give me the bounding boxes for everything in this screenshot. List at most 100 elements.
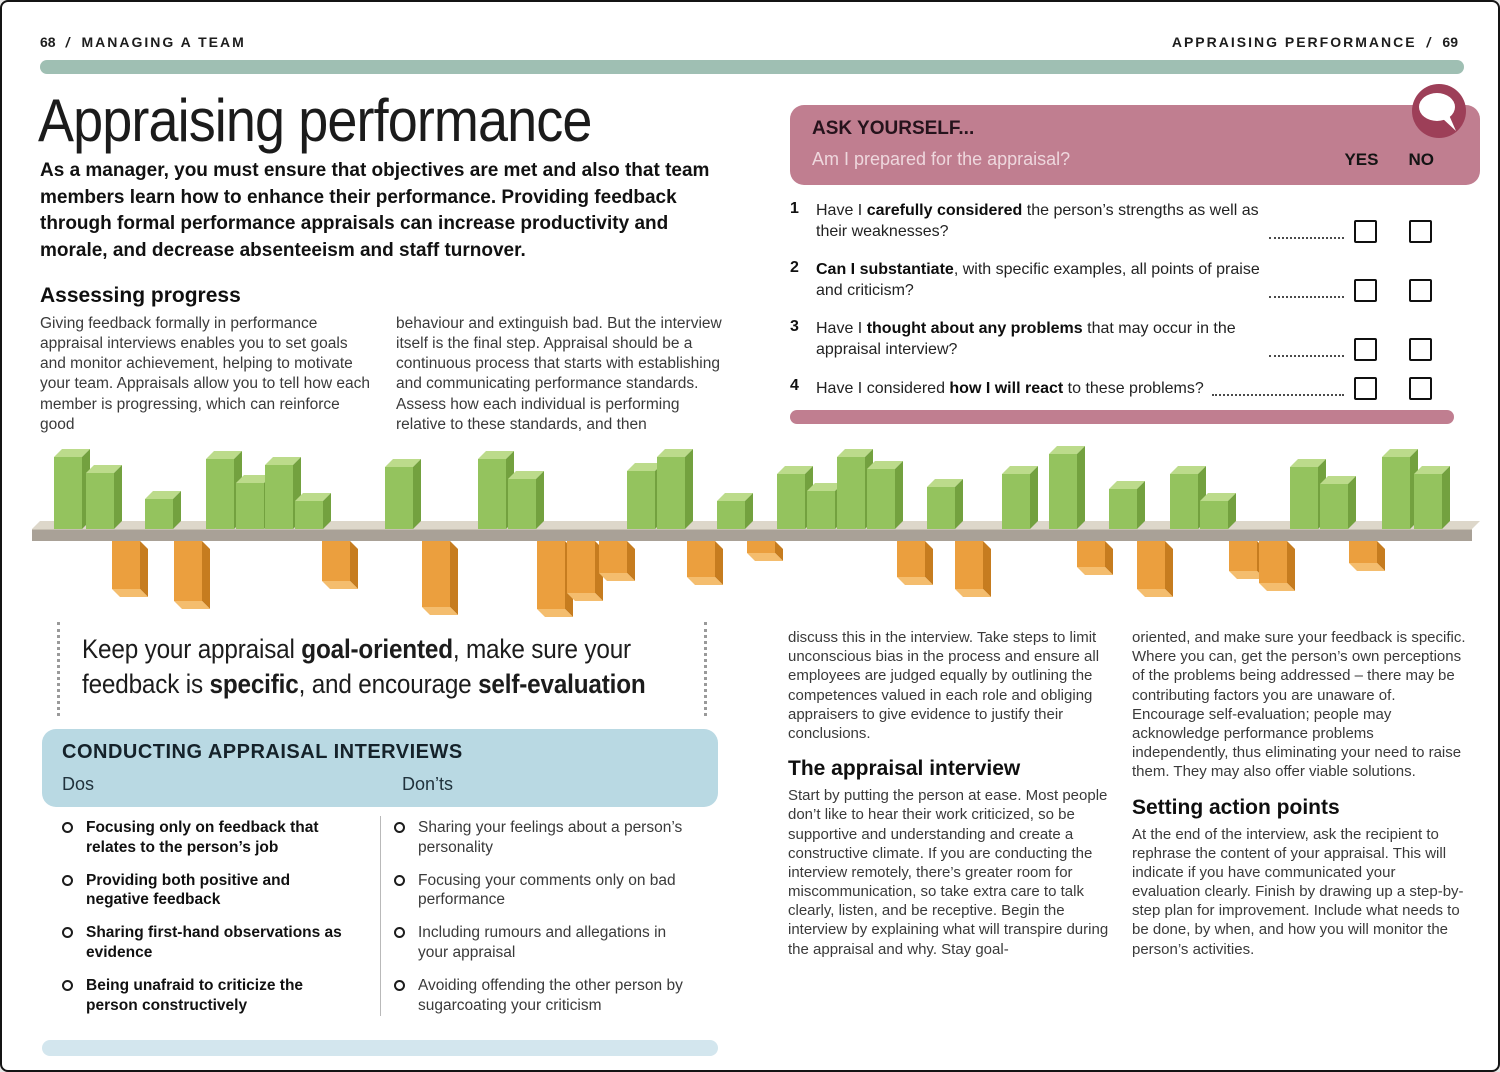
circle-bullet-icon bbox=[394, 822, 405, 833]
question-number: 4 bbox=[790, 376, 799, 394]
bar-up bbox=[1170, 466, 1206, 529]
bar-up bbox=[265, 457, 301, 529]
bar-down bbox=[174, 541, 210, 609]
dos-list: Focusing only on feedback that relates t… bbox=[42, 818, 380, 1029]
ask-yourself-subtitle: Am I prepared for the appraisal? bbox=[812, 149, 1071, 169]
assessing-heading: Assessing progress bbox=[40, 284, 241, 307]
bar-up bbox=[1290, 459, 1326, 529]
bar-down bbox=[1229, 541, 1265, 579]
list-item: Being unafraid to criticize the person c… bbox=[62, 976, 380, 1016]
bar-up bbox=[236, 475, 272, 529]
no-checkbox[interactable] bbox=[1409, 278, 1432, 302]
yes-checkbox[interactable] bbox=[1354, 219, 1377, 243]
text-column-4: oriented, and make sure your feedback is… bbox=[1132, 628, 1466, 967]
slash-separator: / bbox=[1426, 34, 1433, 50]
list-item-text: Sharing first-hand observations as evide… bbox=[86, 924, 342, 962]
bar-down bbox=[687, 541, 723, 585]
page-number-left: 68 bbox=[40, 34, 56, 50]
conducting-box: CONDUCTING APPRAISAL INTERVIEWS Dos Don’… bbox=[42, 729, 718, 807]
list-item-text: Focusing your comments only on bad perfo… bbox=[418, 871, 676, 909]
column4-paragraph-1: oriented, and make sure your feedback is… bbox=[1132, 629, 1466, 781]
circle-bullet-icon bbox=[62, 927, 73, 939]
list-item: Avoiding offending the other person by s… bbox=[394, 976, 718, 1016]
bar-up bbox=[627, 463, 663, 529]
chapter-title: MANAGING A TEAM bbox=[81, 34, 246, 50]
question-row: 4 Have I considered how I will react to t… bbox=[790, 376, 1470, 400]
page-number-right: 69 bbox=[1442, 34, 1458, 50]
list-item-text: Avoiding offending the other person by s… bbox=[418, 976, 683, 1014]
ask-yourself-title: ASK YOURSELF... bbox=[812, 118, 975, 139]
assessing-col1: Giving feedback formally in performance … bbox=[40, 315, 370, 433]
no-column-label: NO bbox=[1408, 150, 1435, 169]
list-item: Focusing your comments only on bad perfo… bbox=[394, 871, 718, 911]
no-checkbox[interactable] bbox=[1409, 376, 1432, 400]
yes-checkbox[interactable] bbox=[1354, 278, 1377, 302]
checkbox-group bbox=[1354, 278, 1470, 302]
yes-checkbox[interactable] bbox=[1354, 337, 1377, 361]
bar-up bbox=[508, 471, 544, 529]
bar-down bbox=[955, 541, 991, 597]
header-left: 68 / MANAGING A TEAM bbox=[40, 34, 246, 50]
assessing-progress-section: Assessing progress Giving feedback forma… bbox=[40, 284, 756, 435]
list-item: Focusing only on feedback that relates t… bbox=[62, 818, 380, 858]
question-number: 2 bbox=[790, 258, 799, 276]
dotted-leader bbox=[1269, 236, 1344, 239]
blue-rule bbox=[42, 1040, 718, 1056]
circle-bullet-icon bbox=[394, 927, 405, 939]
list-item-text: Providing both positive and negative fee… bbox=[86, 871, 291, 909]
dotted-leader bbox=[1269, 295, 1344, 298]
yes-checkbox[interactable] bbox=[1354, 376, 1377, 400]
question-text: Have I carefully considered the person’s… bbox=[816, 202, 1259, 241]
question-text: Have I considered how I will react to th… bbox=[816, 380, 1204, 398]
list-item: Providing both positive and negative fee… bbox=[62, 871, 380, 911]
checkbox-group bbox=[1354, 219, 1470, 243]
bar-up bbox=[295, 493, 331, 529]
bar-up bbox=[807, 483, 843, 529]
bar-up bbox=[86, 465, 122, 529]
pink-rule bbox=[790, 410, 1454, 424]
column-divider bbox=[380, 816, 381, 1016]
bar-down bbox=[112, 541, 148, 597]
appraisal-interview-heading: The appraisal interview bbox=[788, 757, 1021, 781]
ask-yourself-questions: 1 Have I carefully considered the person’… bbox=[790, 200, 1470, 416]
dotted-leader bbox=[1269, 354, 1344, 357]
circle-bullet-icon bbox=[394, 874, 405, 886]
bar-up bbox=[1109, 481, 1145, 529]
ask-yourself-box: ASK YOURSELF... Am I prepared for the ap… bbox=[790, 105, 1480, 185]
no-checkbox[interactable] bbox=[1409, 219, 1432, 243]
checkbox-group bbox=[1354, 337, 1470, 361]
assessing-col2: behaviour and extinguish bad. But the in… bbox=[396, 315, 722, 433]
bar-decoration bbox=[32, 446, 1480, 621]
bar-up bbox=[867, 461, 903, 529]
bar-down bbox=[422, 541, 458, 615]
no-checkbox[interactable] bbox=[1409, 337, 1432, 361]
donts-label: Don’ts bbox=[402, 774, 454, 794]
page-title: Appraising performance bbox=[38, 87, 592, 154]
bar-up bbox=[837, 449, 873, 529]
bar-up bbox=[145, 491, 181, 529]
text-column-3: discuss this in the interview. Take step… bbox=[788, 628, 1122, 967]
question-row: 2 Can I substantiate, with specific examp… bbox=[790, 259, 1470, 302]
shelf-front-face bbox=[32, 529, 1472, 541]
bar-down bbox=[1259, 541, 1295, 591]
teal-rule bbox=[40, 60, 1464, 74]
bar-up bbox=[1320, 476, 1356, 529]
bar-up bbox=[478, 451, 514, 529]
setting-action-points-heading: Setting action points bbox=[1132, 795, 1340, 819]
list-item-text: Including rumours and allegations in you… bbox=[418, 924, 667, 962]
question-number: 3 bbox=[790, 317, 799, 335]
bar-up bbox=[777, 466, 813, 529]
bar-up bbox=[1414, 466, 1450, 529]
dos-label: Dos bbox=[62, 774, 95, 794]
bar-down bbox=[1349, 541, 1385, 571]
checkbox-group bbox=[1354, 376, 1470, 400]
bar-up bbox=[717, 493, 753, 529]
bar-down bbox=[747, 541, 783, 561]
circle-bullet-icon bbox=[62, 979, 73, 991]
bar-up bbox=[1200, 493, 1236, 529]
circle-bullet-icon bbox=[62, 822, 73, 833]
bar-down bbox=[1077, 541, 1113, 575]
pull-quote: Keep your appraisal goal-oriented, make … bbox=[57, 622, 707, 717]
speech-bubble-icon bbox=[1412, 84, 1466, 138]
